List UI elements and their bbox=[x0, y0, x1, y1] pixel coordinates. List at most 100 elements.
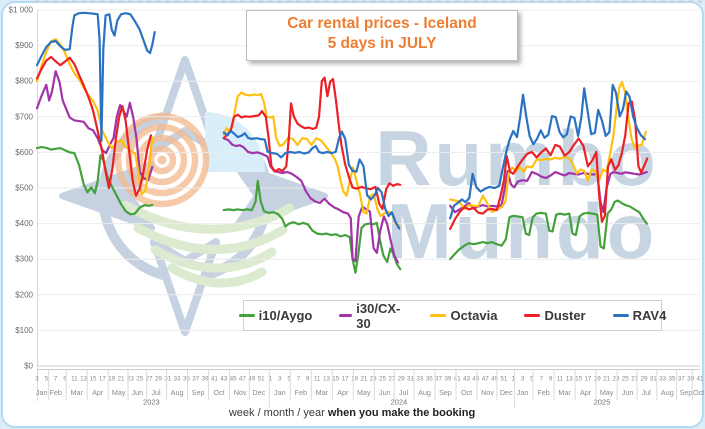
svg-text:Feb: Feb bbox=[49, 388, 61, 397]
svg-text:7: 7 bbox=[539, 376, 543, 383]
svg-text:$1 000: $1 000 bbox=[9, 6, 34, 15]
svg-text:39: 39 bbox=[444, 376, 452, 383]
svg-text:21: 21 bbox=[603, 376, 611, 383]
svg-text:35: 35 bbox=[426, 376, 434, 383]
svg-text:$500: $500 bbox=[15, 184, 33, 193]
svg-text:15: 15 bbox=[90, 376, 98, 383]
series-color-swatch bbox=[238, 314, 255, 317]
svg-text:Jun: Jun bbox=[379, 388, 391, 397]
legend-item-i10-aygo: i10/Aygo bbox=[238, 308, 312, 323]
svg-text:25: 25 bbox=[136, 376, 144, 383]
svg-text:9: 9 bbox=[306, 376, 310, 383]
svg-text:1: 1 bbox=[511, 376, 515, 383]
series-color-swatch bbox=[524, 314, 541, 317]
svg-text:5: 5 bbox=[287, 376, 291, 383]
svg-text:35: 35 bbox=[183, 376, 191, 383]
svg-text:2024: 2024 bbox=[391, 398, 408, 407]
svg-text:15: 15 bbox=[575, 376, 583, 383]
svg-text:Oct: Oct bbox=[461, 388, 472, 397]
svg-text:33: 33 bbox=[174, 376, 182, 383]
svg-text:5: 5 bbox=[530, 376, 534, 383]
svg-text:25: 25 bbox=[379, 376, 387, 383]
svg-text:19: 19 bbox=[108, 376, 116, 383]
svg-text:Mar: Mar bbox=[316, 388, 329, 397]
legend-label: Duster bbox=[544, 308, 586, 323]
svg-text:Oct: Oct bbox=[693, 388, 704, 397]
svg-text:45: 45 bbox=[472, 376, 480, 383]
svg-text:Mar: Mar bbox=[558, 388, 571, 397]
svg-text:13: 13 bbox=[80, 376, 88, 383]
svg-text:41: 41 bbox=[211, 376, 219, 383]
svg-text:27: 27 bbox=[631, 376, 639, 383]
svg-text:33: 33 bbox=[659, 376, 667, 383]
svg-text:27: 27 bbox=[146, 376, 154, 383]
legend-label: i30/CX-30 bbox=[356, 300, 401, 331]
legend-label: RAV4 bbox=[632, 308, 667, 323]
svg-text:Aug: Aug bbox=[661, 388, 674, 397]
svg-text:7: 7 bbox=[297, 376, 301, 383]
svg-text:$400: $400 bbox=[15, 219, 33, 228]
svg-text:17: 17 bbox=[99, 376, 107, 383]
watermark-logo bbox=[59, 56, 328, 336]
x-axis-caption: week / month / year when you make the bo… bbox=[37, 407, 667, 419]
svg-text:39: 39 bbox=[687, 376, 695, 383]
series-color-swatch bbox=[612, 314, 629, 317]
svg-text:Jun: Jun bbox=[622, 388, 634, 397]
svg-text:Nov: Nov bbox=[481, 388, 494, 397]
svg-text:21: 21 bbox=[118, 376, 126, 383]
svg-text:41: 41 bbox=[696, 376, 704, 383]
legend-label: Octavia bbox=[450, 308, 498, 323]
svg-text:31: 31 bbox=[650, 376, 658, 383]
svg-text:Oct: Oct bbox=[213, 388, 224, 397]
svg-text:$700: $700 bbox=[15, 112, 33, 121]
legend-item-duster: Duster bbox=[524, 308, 586, 323]
svg-text:$600: $600 bbox=[15, 148, 33, 157]
svg-text:Sep: Sep bbox=[680, 388, 693, 397]
svg-text:Jan: Jan bbox=[36, 388, 48, 397]
svg-text:2025: 2025 bbox=[594, 398, 611, 407]
svg-text:17: 17 bbox=[584, 376, 592, 383]
svg-text:Mar: Mar bbox=[70, 388, 83, 397]
svg-text:51: 51 bbox=[500, 376, 508, 383]
svg-text:Jan: Jan bbox=[274, 388, 286, 397]
svg-text:3: 3 bbox=[278, 376, 282, 383]
svg-text:29: 29 bbox=[155, 376, 163, 383]
svg-text:51: 51 bbox=[258, 376, 266, 383]
svg-text:Jun: Jun bbox=[132, 388, 144, 397]
svg-text:Jul: Jul bbox=[399, 388, 409, 397]
svg-text:Jan: Jan bbox=[517, 388, 529, 397]
svg-text:17: 17 bbox=[342, 376, 350, 383]
svg-text:$200: $200 bbox=[15, 290, 33, 299]
svg-text:1: 1 bbox=[269, 376, 273, 383]
svg-text:Jul: Jul bbox=[642, 388, 652, 397]
svg-text:3: 3 bbox=[35, 376, 39, 383]
svg-text:45: 45 bbox=[230, 376, 238, 383]
svg-text:49: 49 bbox=[248, 376, 256, 383]
svg-text:Apr: Apr bbox=[337, 388, 349, 397]
svg-text:21: 21 bbox=[360, 376, 368, 383]
svg-text:7: 7 bbox=[54, 376, 58, 383]
svg-text:13: 13 bbox=[323, 376, 331, 383]
svg-text:Dec: Dec bbox=[500, 388, 513, 397]
svg-text:13: 13 bbox=[566, 376, 574, 383]
svg-text:2023: 2023 bbox=[143, 398, 160, 407]
svg-text:Feb: Feb bbox=[295, 388, 307, 397]
svg-text:Apr: Apr bbox=[580, 388, 592, 397]
svg-text:19: 19 bbox=[594, 376, 602, 383]
legend: i10/Aygo i30/CX-30 Octavia Duster RAV4 bbox=[238, 300, 666, 331]
svg-text:23: 23 bbox=[127, 376, 135, 383]
svg-text:11: 11 bbox=[557, 376, 564, 383]
svg-text:11: 11 bbox=[314, 376, 321, 383]
svg-text:37: 37 bbox=[435, 376, 443, 383]
x-axis-caption-bold: when you make the booking bbox=[327, 407, 476, 419]
svg-text:23: 23 bbox=[370, 376, 378, 383]
svg-text:5: 5 bbox=[45, 376, 49, 383]
svg-text:May: May bbox=[112, 388, 126, 397]
svg-text:15: 15 bbox=[332, 376, 340, 383]
legend-item-i30-cx30: i30/CX-30 bbox=[339, 301, 403, 331]
watermark-text-line2: Mundo bbox=[387, 187, 658, 275]
chart-title-line1: Car rental prices - Iceland bbox=[287, 15, 477, 32]
svg-text:37: 37 bbox=[192, 376, 200, 383]
svg-text:Sep: Sep bbox=[439, 388, 452, 397]
svg-text:35: 35 bbox=[668, 376, 676, 383]
